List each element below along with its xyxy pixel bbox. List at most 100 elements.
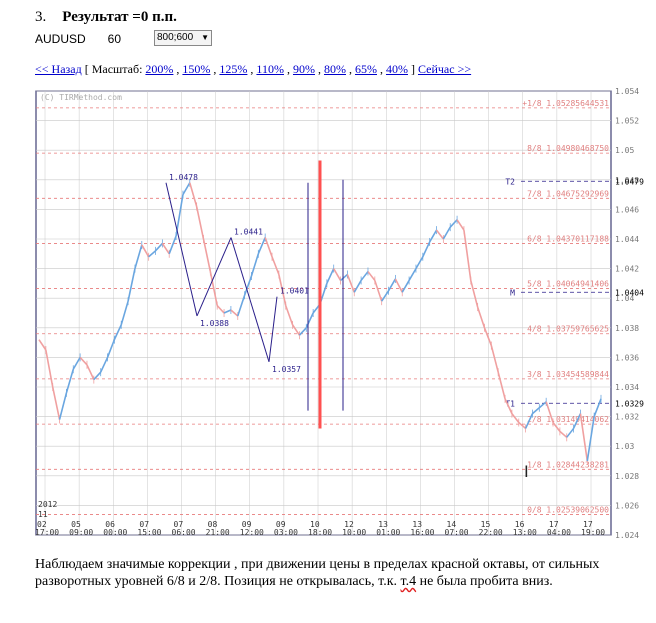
y-tick-label: 1.034	[615, 383, 639, 392]
octave-level-label: 0/8 1.02539062500	[527, 505, 609, 514]
octave-level-label: 6/8 1.04370117188	[527, 234, 609, 243]
price-segment	[298, 327, 307, 336]
x-tick-label-bottom: 03:00	[274, 528, 298, 537]
price-segment	[415, 256, 424, 270]
price-segment	[168, 235, 177, 255]
target-tag: M	[510, 288, 515, 297]
octave-level-label: 1/8 1.02844238281	[527, 460, 609, 469]
price-segment	[257, 237, 266, 255]
price-segment	[86, 364, 95, 380]
price-segment	[518, 421, 527, 430]
x-tick-label-bottom: 16:00	[410, 528, 434, 537]
y-tick-label: 1.046	[615, 205, 639, 214]
price-segment	[45, 349, 54, 388]
price-segment	[271, 256, 280, 275]
price-segment	[476, 306, 486, 329]
pattern-leg	[196, 237, 232, 317]
y-tick-label: 1.026	[615, 501, 639, 510]
pattern-leg	[268, 296, 278, 362]
scale-150-link[interactable]: 150%	[182, 62, 211, 76]
price-segment	[284, 305, 294, 326]
target-value: 1.0404	[615, 288, 644, 297]
scale-close: ]	[410, 62, 415, 76]
pattern-leg	[165, 182, 198, 317]
octave-level-label: +1/8 1.05285644531	[522, 99, 609, 108]
price-segment	[148, 250, 157, 258]
price-segment	[72, 356, 81, 370]
octave-level-label: 7/8 1.04675292969	[527, 189, 609, 198]
chart-size-select[interactable]: 800;600 ▼	[154, 30, 212, 46]
price-segment	[230, 309, 239, 317]
x-tick-label-bottom: 19:00	[581, 528, 605, 537]
back-link[interactable]: << Назад	[35, 62, 82, 76]
octave-level-label: 8/8 1.04980468750	[527, 144, 609, 153]
price-segment	[250, 253, 260, 277]
target-value: 1.0479	[615, 177, 644, 186]
price-segment	[531, 407, 540, 415]
caption-spellcheck-word: т.4	[400, 574, 417, 589]
scale-125-link[interactable]: 125%	[219, 62, 248, 76]
y-tick-label: 1.032	[615, 413, 639, 422]
y-tick-label: 1.05	[615, 146, 634, 155]
scale-40-link[interactable]: 40%	[385, 62, 408, 76]
price-segment	[490, 345, 499, 373]
price-segment	[538, 401, 547, 409]
timeframe: 60	[107, 32, 122, 46]
now-link[interactable]: Сейчас >>	[417, 62, 472, 76]
price-segment	[291, 324, 301, 336]
pattern-leg	[230, 237, 270, 362]
x-tick-label-top: 07	[139, 520, 149, 529]
price-segment	[264, 237, 273, 258]
price-segment	[483, 327, 493, 346]
price-segment	[401, 280, 410, 293]
scale-200-link[interactable]: 200%	[145, 62, 174, 76]
price-segment	[113, 324, 122, 340]
text-cursor-icon: I	[524, 462, 529, 481]
target-tag: T1	[505, 399, 515, 408]
price-segment	[381, 290, 390, 302]
octave-level-label: 2/8 1.03149414062	[527, 415, 609, 424]
y-tick-label: 1.042	[615, 265, 639, 274]
price-segment	[305, 312, 314, 329]
y-tick-label: 1.028	[615, 472, 639, 481]
pivot-label: 1.0478	[169, 173, 198, 182]
price-segment	[428, 229, 438, 243]
scale-label: [ Масштаб:	[84, 62, 143, 76]
price-segment	[552, 422, 561, 432]
analysis-caption: Наблюдаем значимые коррекции , при движе…	[35, 556, 635, 590]
scale-80-link[interactable]: 80%	[323, 62, 346, 76]
price-segment	[99, 357, 109, 373]
scale-90-link[interactable]: 90%	[292, 62, 315, 76]
price-segment	[182, 182, 191, 196]
pivot-label: 1.0357	[272, 365, 301, 374]
price-segment	[127, 268, 136, 302]
x-tick-label-top: 14	[447, 520, 457, 529]
price-segment	[340, 273, 348, 282]
price-segment	[524, 413, 534, 429]
price-segment	[333, 268, 342, 281]
x-tick-label-top: 05	[71, 520, 81, 529]
price-segment	[195, 206, 205, 240]
x-tick-label-bottom: 12:00	[240, 528, 264, 537]
x-tick-label-bottom: 18:00	[308, 528, 332, 537]
price-segment	[93, 371, 102, 381]
x-tick-label-top: 09	[242, 520, 252, 529]
price-segment	[38, 339, 47, 351]
x-tick-label-top: 12	[344, 520, 354, 529]
y-tick-label: 1.044	[615, 235, 639, 244]
x-tick-label-top: 13	[412, 520, 422, 529]
scale-65-link[interactable]: 65%	[354, 62, 377, 76]
octave-level-label: 4/8 1.03759765625	[527, 325, 609, 334]
price-segment	[58, 392, 68, 420]
price-chart-svg: 1.0541.0521.051.0481.0461.0441.0421.041.…	[35, 88, 644, 540]
x-tick-label-top: 17	[583, 520, 593, 529]
price-segment	[106, 339, 116, 358]
y-tick-label: 1.054	[615, 88, 639, 96]
price-segment	[511, 413, 520, 424]
scale-110-link[interactable]: 110%	[256, 62, 284, 76]
price-segment	[572, 413, 582, 429]
x-tick-label-bottom: 17:00	[35, 528, 59, 537]
price-segment	[360, 271, 369, 281]
x-tick-label-top: 13	[378, 520, 388, 529]
plot-area	[35, 90, 612, 536]
